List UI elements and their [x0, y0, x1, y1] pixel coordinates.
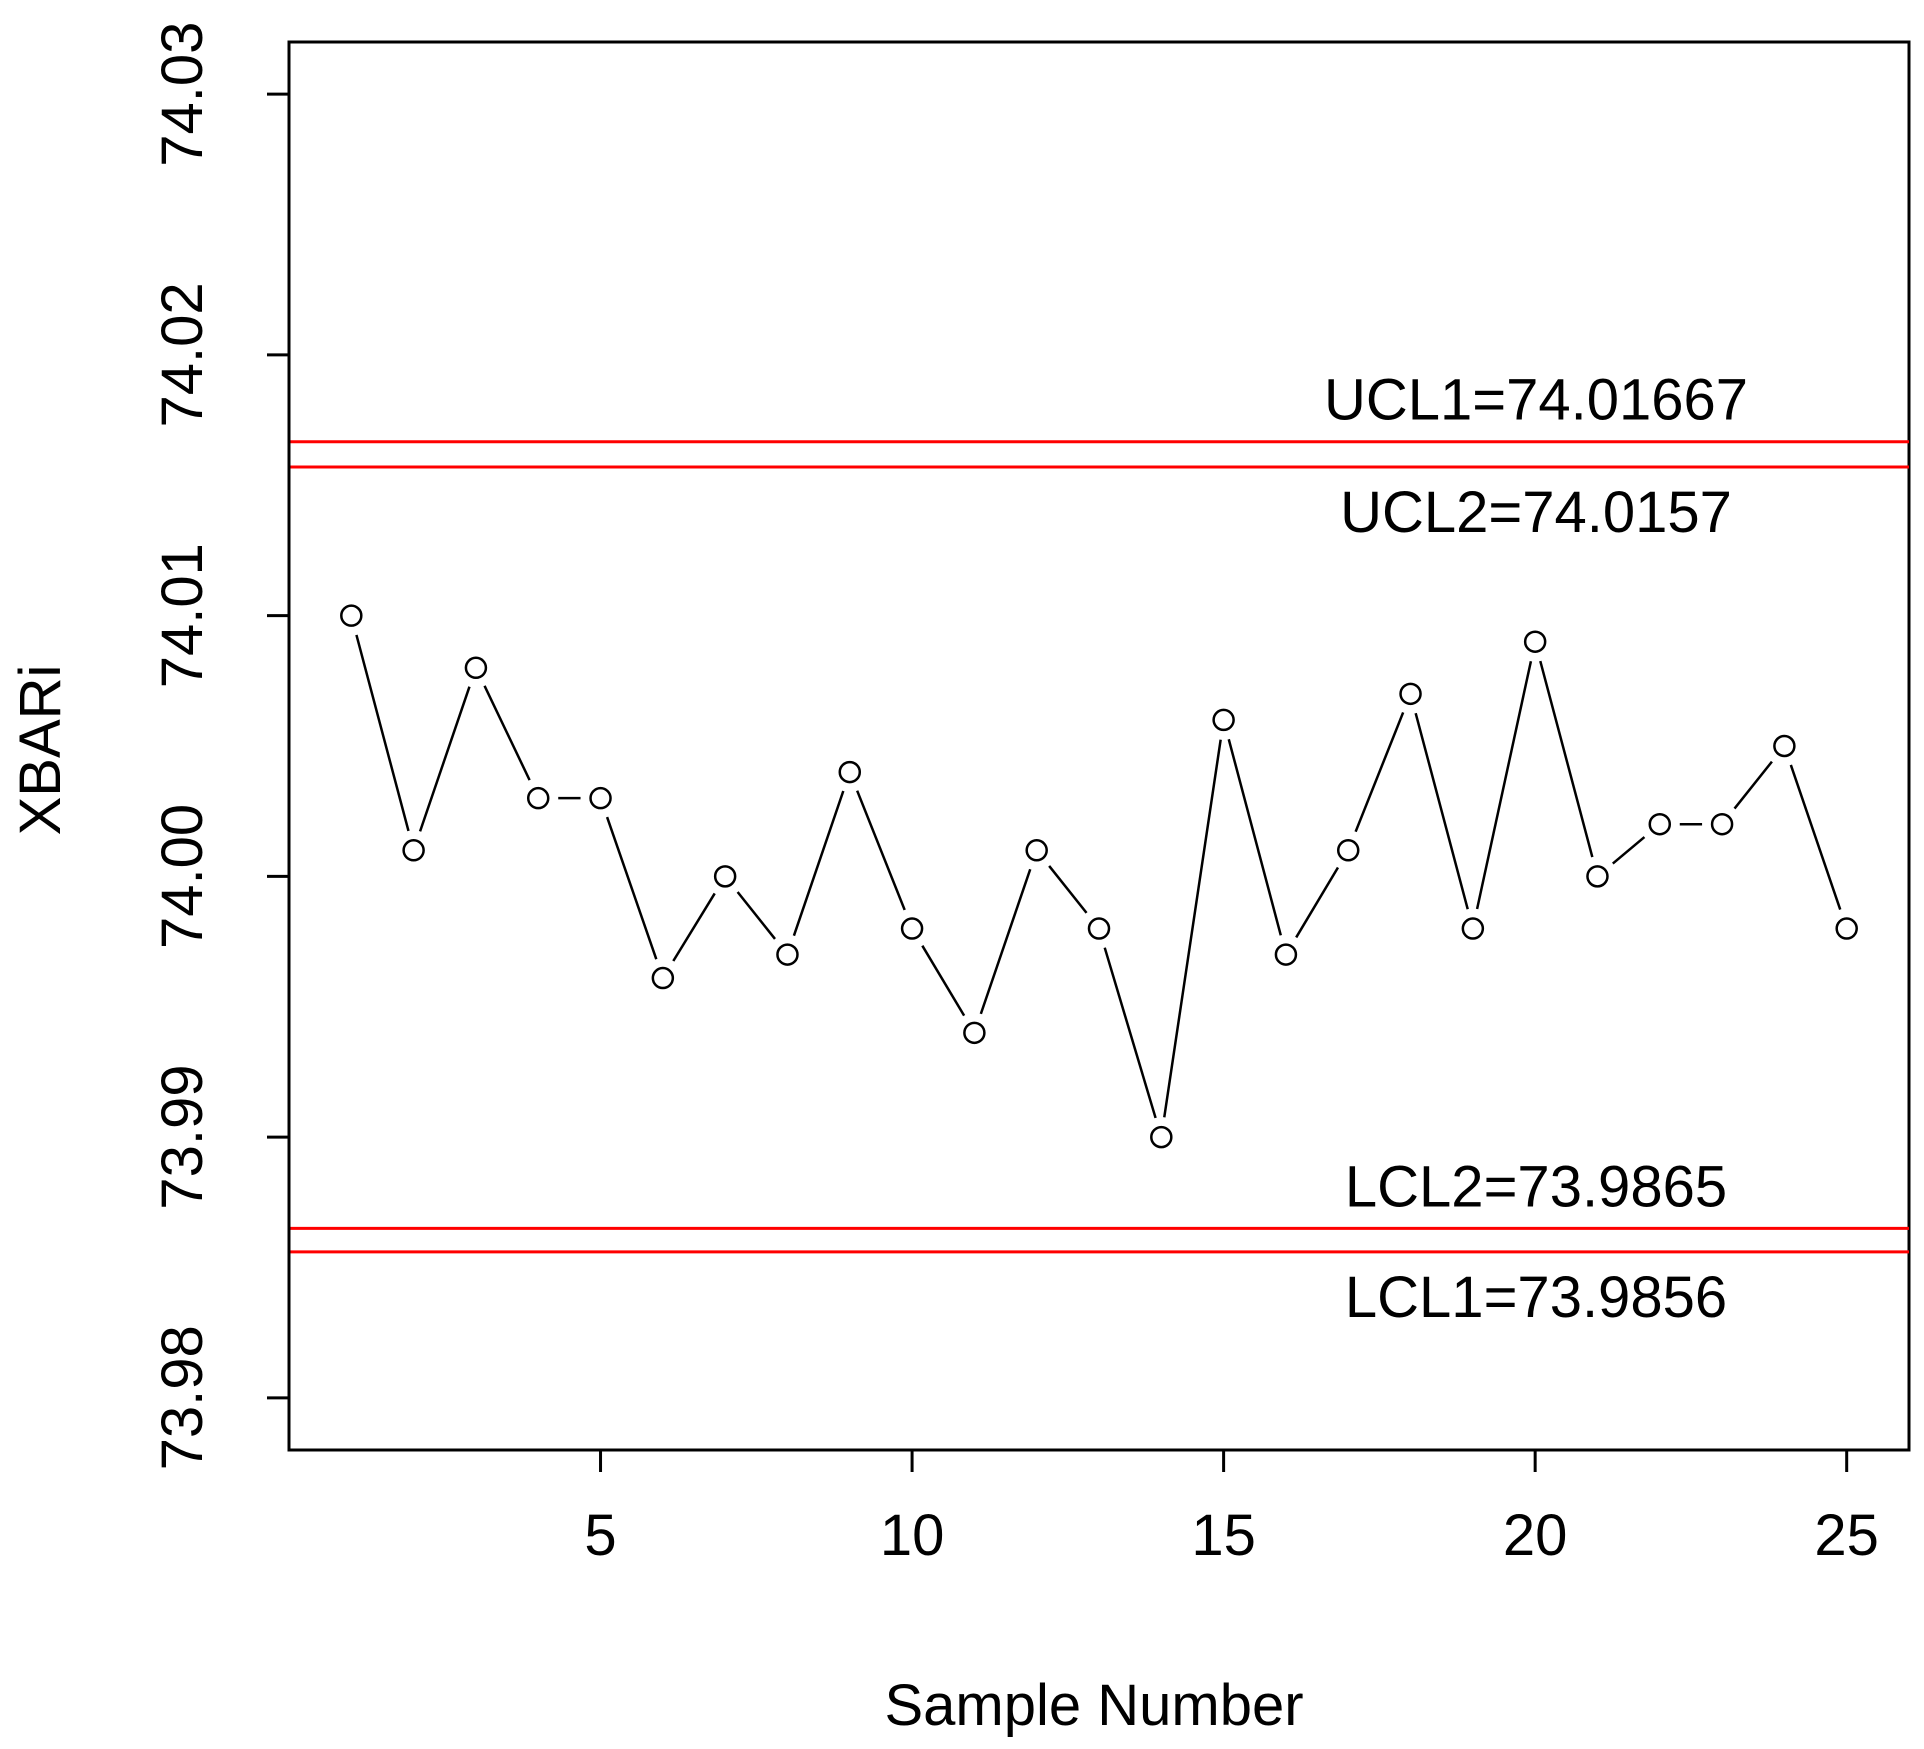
y-tick-label: 74.02 — [150, 282, 215, 427]
data-point — [1025, 839, 1048, 862]
x-tick-label: 10 — [880, 1503, 945, 1568]
data-point — [1648, 812, 1672, 836]
data-point — [1835, 917, 1858, 940]
series-segment — [1354, 711, 1405, 833]
series-segment — [1163, 739, 1222, 1118]
data-point — [963, 1021, 986, 1045]
data-point — [713, 865, 737, 888]
data-point — [651, 966, 675, 990]
series-segment — [1295, 866, 1340, 939]
series-segment — [921, 945, 966, 1017]
control-limits: UCL1=74.01667 UCL2=74.0157 LCL2=73.9865 LCL… — [289, 368, 1909, 1330]
series-segment — [1227, 738, 1282, 936]
y-tick-label: 73.99 — [150, 1065, 215, 1210]
series-segment — [792, 790, 845, 937]
series-segment — [1611, 836, 1646, 865]
data-series — [340, 604, 1858, 1149]
data-point — [776, 943, 799, 966]
series-segment — [418, 686, 471, 832]
data-point — [1274, 943, 1298, 966]
data-point — [1586, 865, 1609, 888]
data-point — [1773, 734, 1796, 758]
data-point — [589, 786, 612, 810]
control-limit-label: LCL2=73.9865 — [1345, 1154, 1727, 1219]
y-tick-label: 74.03 — [150, 22, 215, 167]
series-segment — [1414, 712, 1469, 910]
data-point — [900, 917, 924, 940]
data-point — [1461, 917, 1485, 940]
series-segment — [1539, 660, 1594, 858]
y-axis-title: XBARi — [8, 665, 73, 836]
x-tick-label: 25 — [1814, 1503, 1879, 1568]
control-limit-label: LCL1=73.9856 — [1345, 1265, 1727, 1330]
x-tick-label: 15 — [1191, 1503, 1256, 1568]
control-limit-label: UCL1=74.01667 — [1324, 368, 1748, 433]
data-point — [1336, 839, 1360, 862]
series-segment — [672, 892, 716, 962]
data-point — [402, 839, 425, 862]
y-tick-label: 74.01 — [150, 543, 215, 688]
series-segment — [483, 685, 531, 781]
series-segment — [1475, 660, 1533, 910]
data-point — [1523, 630, 1547, 653]
series-segment — [1733, 760, 1773, 810]
data-point — [1150, 1125, 1173, 1149]
y-tick-label: 73.98 — [150, 1325, 215, 1470]
series-segment — [355, 634, 410, 832]
plot-box — [287, 40, 1911, 1452]
data-point — [1710, 812, 1734, 836]
data-point — [1399, 682, 1422, 706]
data-point — [838, 760, 862, 784]
control-limit-label: UCL2=74.0157 — [1340, 480, 1732, 545]
data-point — [526, 786, 550, 810]
series-segment — [979, 868, 1032, 1015]
x-tick-label: 5 — [584, 1503, 616, 1568]
x-axis-title: Sample Number — [884, 1673, 1303, 1738]
series-segment — [736, 891, 776, 940]
x-axis: 5 10 15 20 25 — [584, 1448, 1879, 1568]
y-tick-label: 74.00 — [150, 804, 215, 949]
series-segment — [1048, 865, 1088, 914]
series-segment — [1103, 947, 1157, 1119]
data-point — [1212, 708, 1235, 732]
data-point — [464, 656, 488, 680]
series-segment — [856, 790, 906, 911]
data-point — [340, 604, 363, 627]
series-segment — [1789, 764, 1842, 910]
data-point — [1087, 917, 1111, 940]
series-segment — [605, 816, 658, 960]
y-axis: 73.98 73.99 74.00 74.01 74.02 74.03 — [150, 22, 291, 1470]
x-tick-label: 20 — [1503, 1503, 1568, 1568]
